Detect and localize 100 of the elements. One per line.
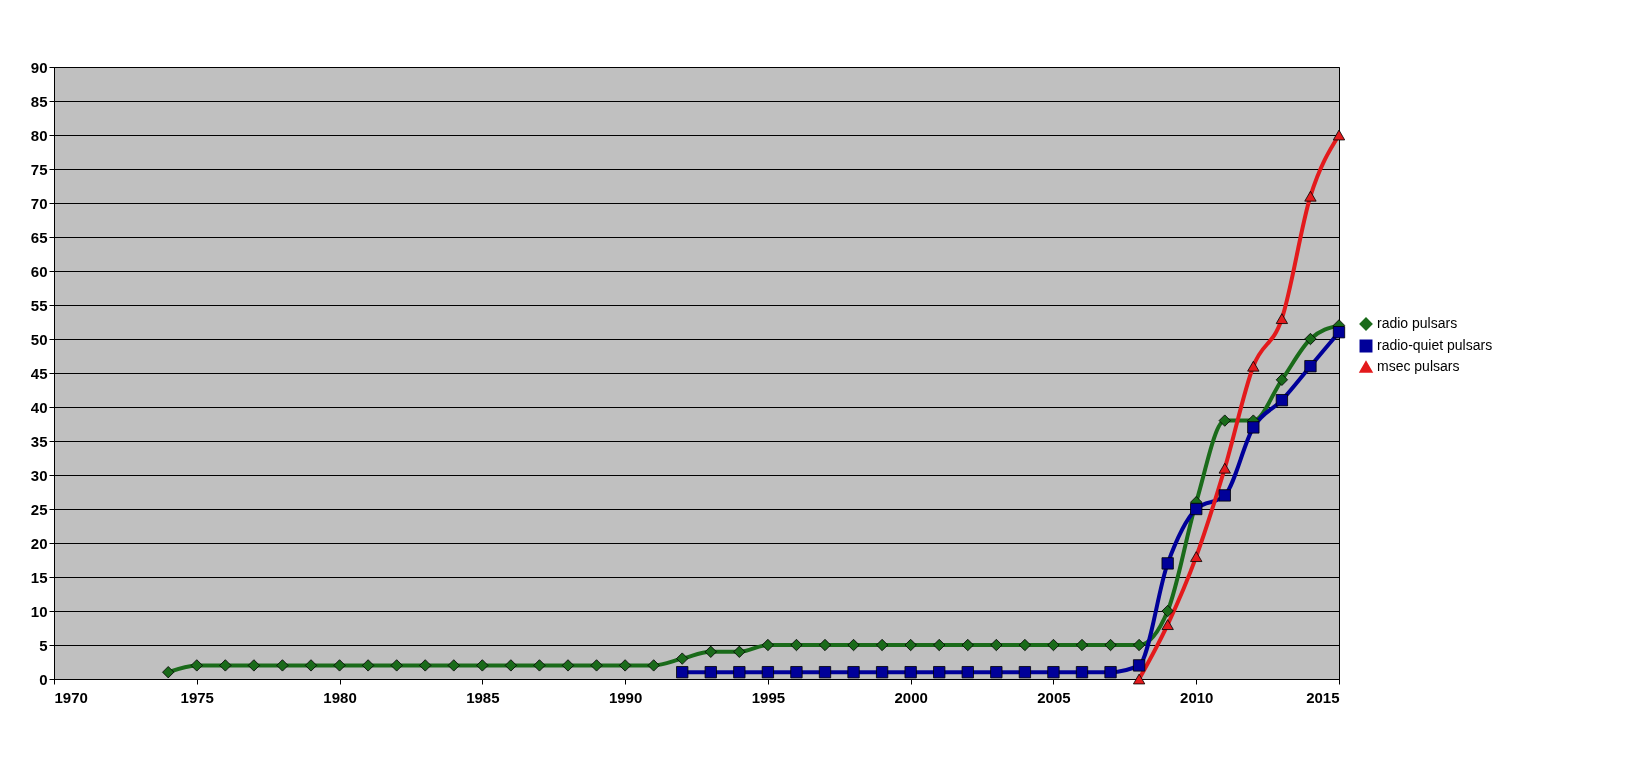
- x-tick-label: 2005: [1037, 688, 1071, 706]
- point: [790, 666, 803, 679]
- point: [1247, 360, 1260, 372]
- point: [533, 659, 546, 672]
- point: [1247, 421, 1260, 434]
- point: [1218, 462, 1231, 474]
- point: [761, 638, 774, 652]
- point: [818, 666, 832, 679]
- point: [847, 638, 860, 652]
- point: [1332, 129, 1346, 141]
- point: [1304, 360, 1317, 373]
- point: [362, 659, 375, 672]
- y-tick-label: 45: [30, 364, 48, 382]
- legend-label: radio pulsars: [1377, 315, 1458, 331]
- x-tick-label: 2015: [1306, 688, 1340, 706]
- point: [733, 645, 746, 658]
- point: [1161, 604, 1174, 618]
- point: [961, 666, 974, 679]
- point: [904, 666, 917, 679]
- point: [162, 666, 175, 679]
- point: [447, 659, 460, 672]
- y-tick-label: 40: [30, 398, 48, 416]
- point: [933, 666, 946, 679]
- point: [1075, 666, 1089, 679]
- point: [1018, 666, 1031, 679]
- point: [1047, 666, 1060, 679]
- point: [904, 638, 917, 652]
- point: [1275, 394, 1288, 407]
- point: [1218, 414, 1231, 427]
- point: [1075, 638, 1089, 652]
- y-tick-label: 90: [30, 58, 48, 76]
- point: [676, 652, 689, 665]
- point: [1275, 313, 1288, 324]
- point: [333, 659, 346, 672]
- x-tick-label: 2000: [894, 688, 928, 706]
- point: [219, 659, 232, 672]
- point: [1190, 551, 1203, 562]
- point: [390, 659, 403, 672]
- x-tick-label: 1985: [466, 688, 500, 706]
- point: [790, 638, 803, 652]
- y-tick-label: 35: [30, 432, 48, 450]
- y-tick-label: 80: [30, 126, 48, 144]
- y-tick-label: 10: [30, 602, 48, 620]
- point: [1133, 659, 1146, 672]
- y-tick-label: 20: [30, 534, 48, 552]
- point: [419, 659, 432, 672]
- legend-label: radio-quiet pulsars: [1377, 337, 1493, 353]
- y-tick-label: 85: [30, 92, 48, 110]
- y-tick-label: 50: [30, 330, 48, 348]
- point: [561, 659, 575, 672]
- y-tick-label: 65: [30, 228, 48, 246]
- point: [761, 666, 774, 679]
- point: [704, 645, 717, 658]
- x-tick-label: 1990: [608, 688, 643, 706]
- point: [1218, 489, 1231, 502]
- point: [933, 638, 946, 652]
- legend-label: msec pulsars: [1377, 358, 1460, 374]
- point: [1047, 638, 1060, 652]
- point: [1104, 666, 1117, 679]
- y-tick-label: 15: [30, 568, 48, 586]
- point: [476, 659, 489, 672]
- x-tick-label: 1975: [180, 688, 214, 706]
- point: [504, 659, 517, 672]
- point: [304, 659, 318, 672]
- y-tick-label: 0: [39, 670, 48, 688]
- point: [733, 666, 746, 679]
- x-tick-label: 1970: [54, 688, 88, 706]
- point: [847, 666, 860, 679]
- point: [1161, 619, 1174, 630]
- y-tick-label: 75: [30, 160, 48, 178]
- point: [704, 666, 717, 679]
- point: [876, 638, 889, 652]
- point: [1161, 557, 1174, 570]
- point: [619, 659, 632, 672]
- y-tick-label: 25: [30, 500, 48, 518]
- y-tick-label: 30: [30, 466, 48, 484]
- point: [1133, 673, 1146, 685]
- point: [647, 659, 660, 672]
- x-tick-label: 2010: [1180, 688, 1214, 706]
- point: [1104, 638, 1117, 652]
- point: [1133, 638, 1146, 652]
- y-tick-label: 5: [39, 636, 48, 654]
- point: [276, 659, 289, 672]
- point: [1018, 638, 1031, 652]
- point: [676, 666, 689, 679]
- point: [1275, 373, 1288, 386]
- point: [876, 666, 889, 679]
- point: [990, 666, 1003, 679]
- y-tick-label: 70: [30, 194, 48, 212]
- point: [247, 659, 260, 672]
- point: [990, 638, 1003, 652]
- point: [190, 659, 203, 672]
- point: [818, 638, 832, 652]
- point: [1190, 502, 1203, 516]
- point: [1332, 326, 1346, 339]
- x-tick-label: 1980: [323, 688, 357, 706]
- y-tick-label: 60: [30, 262, 48, 280]
- y-tick-label: 55: [30, 296, 48, 314]
- point: [1304, 332, 1317, 346]
- point: [961, 638, 974, 652]
